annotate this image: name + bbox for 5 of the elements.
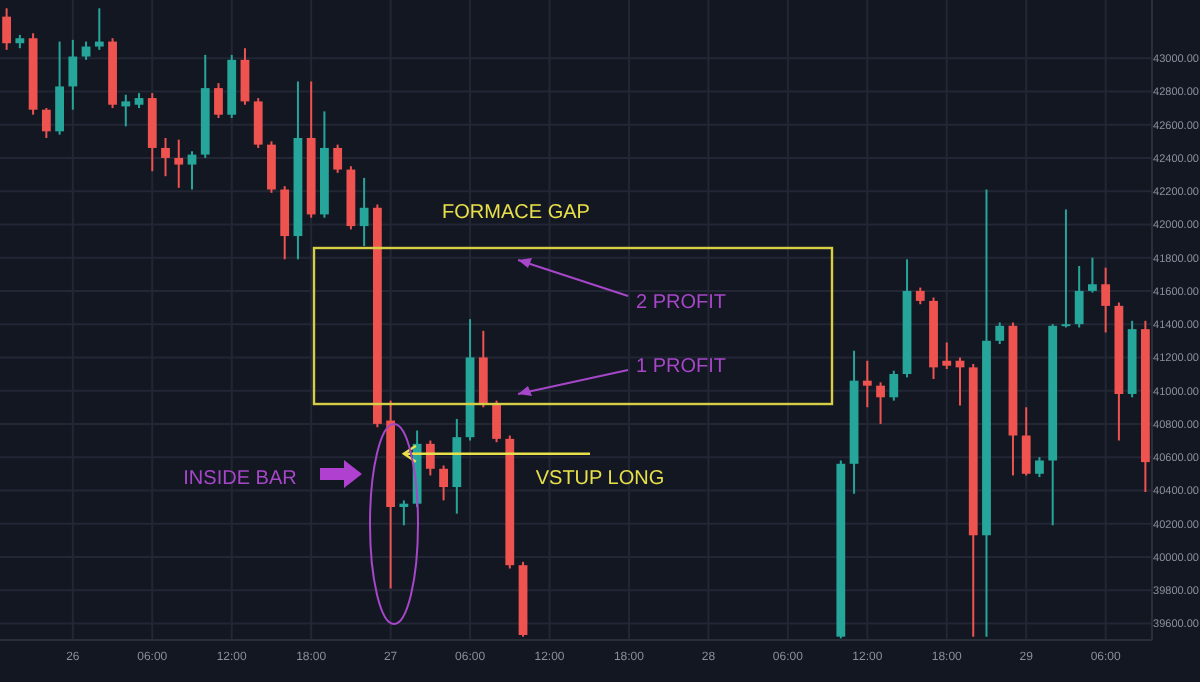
annotation: 1 PROFIT — [636, 356, 727, 378]
annotation: VSTUP LONG — [535, 468, 665, 490]
annotation: FORMACE GAP — [442, 202, 591, 224]
annotation: INSIDE BAR — [183, 468, 297, 490]
annotation: 2 PROFIT — [636, 292, 727, 314]
